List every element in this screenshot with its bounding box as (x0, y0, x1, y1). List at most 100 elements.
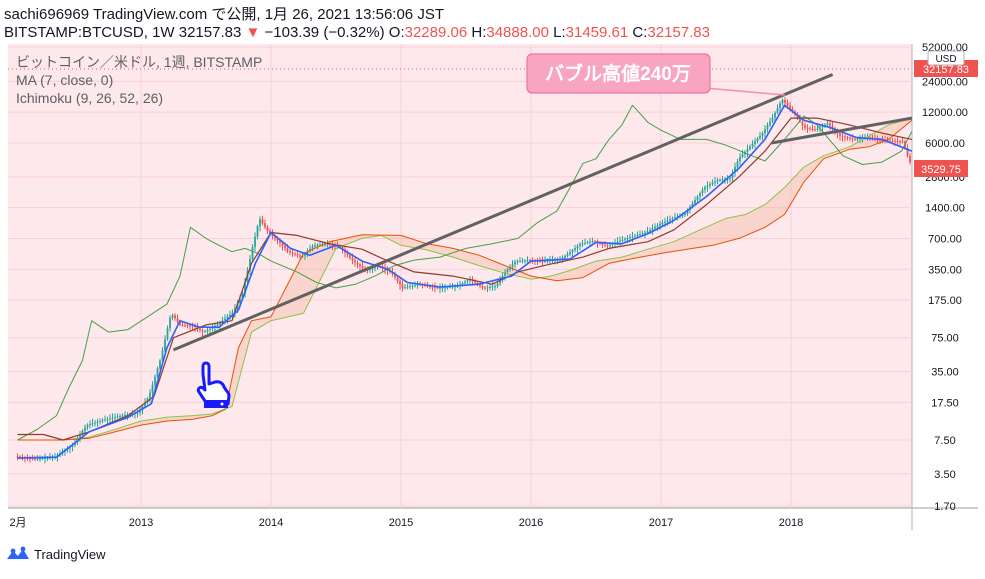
candle-body (674, 217, 676, 219)
ichimoku-cloud (17, 118, 912, 440)
candle-body (589, 241, 591, 243)
candle-body (186, 325, 189, 327)
candle-body (254, 236, 256, 248)
leading-span-b-line (17, 119, 913, 441)
candle-body (524, 260, 526, 262)
price-axis[interactable]: 1.70 3.50 7.50 17.50 35.00 75.00 175.00 350.00 7… (922, 42, 968, 513)
candle-body (641, 233, 644, 235)
candle-body (39, 458, 41, 460)
candle-body (201, 330, 204, 332)
base-line (17, 117, 913, 441)
candle-body (119, 416, 121, 418)
candle-body (451, 286, 454, 288)
candle-body (304, 253, 306, 256)
candle-body (601, 243, 604, 245)
candle-body (356, 262, 359, 265)
candle-body (844, 136, 846, 138)
y-tick-label: 350.00 (928, 264, 962, 276)
footer-branding[interactable]: TradingView (6, 546, 106, 562)
candle-body (629, 237, 631, 239)
brand-name: TradingView (34, 546, 106, 562)
candle-body (371, 268, 374, 270)
candle-body (821, 126, 824, 128)
candle-body (209, 328, 211, 330)
candle-body (331, 244, 334, 246)
candle-body (86, 424, 89, 428)
candle-body (269, 230, 271, 234)
candle-body (609, 244, 611, 246)
legend-ichimoku: Ichimoku (9, 26, 52, 26) (16, 90, 163, 106)
time-axis[interactable]: 2月 2013 2014 2015 2016 2017 2018 (9, 517, 803, 529)
candle-body (766, 125, 769, 130)
candle-body (319, 244, 321, 246)
candle-body (684, 213, 686, 216)
candle-body (514, 261, 516, 265)
candle-body (741, 154, 744, 157)
candle-body (516, 260, 519, 262)
candle-body (144, 402, 146, 407)
candle-body (124, 415, 126, 417)
candle-body (731, 172, 734, 179)
candle-body (759, 135, 761, 139)
candle-body (281, 242, 284, 246)
gridlines (8, 44, 912, 508)
candle-body (229, 314, 231, 317)
candle-body (149, 392, 151, 399)
candle-body (769, 121, 771, 126)
candle-body (461, 283, 464, 285)
candle-body (416, 284, 419, 286)
candle-body (121, 415, 124, 417)
candle-body (239, 298, 241, 304)
candle-body (881, 140, 884, 142)
candle-body (654, 226, 656, 229)
candle-body (851, 138, 854, 140)
candle-body (126, 414, 129, 416)
candle-body (291, 252, 294, 254)
callout-text: バブル高値240万 (545, 62, 691, 85)
candle-body (756, 138, 759, 142)
candle-body (159, 360, 161, 369)
candle-body (579, 244, 581, 247)
x-tick-label: 2016 (519, 517, 543, 529)
candle-body (466, 280, 469, 282)
candle-body (511, 264, 514, 267)
y-tick-label: 35.00 (931, 367, 959, 379)
candle-body (191, 325, 194, 327)
candle-body (289, 251, 291, 253)
candle-body (746, 149, 749, 152)
candle-body (484, 287, 486, 289)
legend: ビットコイン／米ドル, 1週, BITSTAMP MA (7, close, 0… (16, 54, 262, 106)
candle-body (474, 280, 476, 283)
candle-body (526, 260, 529, 262)
candle-body (594, 241, 596, 243)
candle-body (326, 243, 329, 245)
candle-body (661, 222, 664, 225)
candle-body (859, 138, 861, 140)
candle-body (584, 242, 586, 244)
candle-body (284, 245, 286, 249)
candle-body (71, 445, 74, 447)
candle-body (879, 139, 881, 141)
candle-body (414, 284, 416, 286)
candle-body (826, 123, 829, 125)
candle-body (156, 368, 159, 377)
close-label: C: (632, 24, 648, 41)
candle-body (274, 236, 276, 239)
candle-body (481, 285, 484, 288)
candle-body (774, 112, 776, 118)
y-tick-label: 12000.00 (922, 107, 968, 119)
candle-body (706, 185, 709, 187)
candle-body (901, 141, 904, 143)
legend-ma: MA (7, close, 0) (16, 72, 113, 88)
candle-body (136, 412, 139, 414)
candle-body (101, 420, 104, 422)
candle-body (696, 196, 699, 200)
candle-body (169, 317, 171, 329)
candle-body (264, 223, 266, 228)
candle-body (89, 424, 91, 426)
candle-body (139, 410, 141, 413)
candle-body (231, 312, 234, 315)
candle-body (889, 140, 891, 142)
